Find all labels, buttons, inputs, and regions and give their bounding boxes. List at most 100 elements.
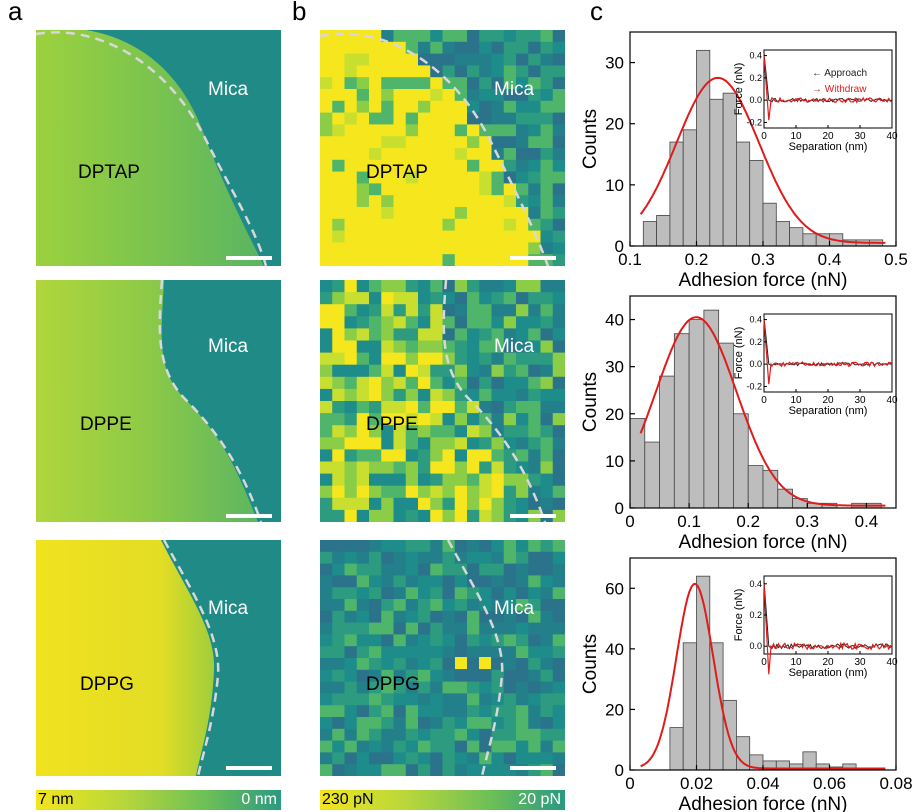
force-pixel — [454, 316, 468, 329]
force-pixel — [430, 376, 443, 390]
force-pixel — [552, 752, 565, 765]
force-pixel — [332, 551, 345, 565]
force-pixel — [516, 563, 529, 576]
x-tick-label: 0.2 — [685, 250, 709, 269]
force-pixel — [344, 658, 358, 671]
force-pixel — [332, 681, 345, 694]
force-pixel — [393, 254, 407, 266]
force-pixel — [381, 364, 394, 378]
force-pixel — [479, 148, 492, 161]
force-pixel — [516, 485, 529, 499]
force-pixel — [552, 540, 565, 553]
force-pixel — [405, 437, 419, 450]
force-pixel — [454, 136, 468, 149]
force-pixel — [344, 388, 358, 402]
force-pixel — [467, 53, 480, 66]
force-pixel — [393, 183, 407, 196]
force-pixel — [503, 401, 517, 414]
force-pixel — [503, 280, 517, 293]
force-pixel — [320, 124, 333, 137]
force-pixel — [528, 413, 541, 426]
force-pixel — [405, 388, 419, 402]
y-tick-label: 30 — [605, 358, 624, 377]
force-pixel — [405, 77, 419, 90]
force-pixel — [320, 195, 333, 208]
force-pixel — [381, 449, 394, 462]
force-pixel — [344, 328, 358, 341]
force-pixel — [418, 207, 431, 220]
force-pixel — [516, 304, 529, 317]
inset-frame — [763, 313, 893, 393]
force-pixel — [381, 30, 394, 43]
force-pixel — [418, 89, 431, 102]
force-pixel — [552, 681, 565, 694]
inset-frame — [763, 575, 893, 655]
force-pixel — [369, 89, 382, 102]
x-tick-label: 0.4 — [818, 250, 842, 269]
force-pixel — [320, 425, 333, 438]
inset-y-tick-label: 0.0 — [749, 95, 762, 105]
y-tick-label: 0 — [615, 237, 624, 256]
force-pixel — [454, 65, 468, 78]
inset-y-tick-label: 0.4 — [749, 315, 762, 325]
force-pixel — [356, 681, 370, 694]
scale-bar — [510, 256, 556, 260]
force-pixel — [491, 53, 505, 66]
panel-label-c: c — [590, 0, 603, 26]
force-pixel — [540, 540, 554, 553]
force-pixel — [381, 681, 394, 694]
force-pixel — [418, 646, 431, 659]
force-pixel — [344, 280, 358, 293]
inset-x-axis-label: Separation (nm) — [789, 141, 868, 153]
force-pixel — [418, 728, 431, 742]
force-pixel — [430, 195, 443, 208]
x-tick-label: 0.1 — [618, 250, 642, 269]
force-pixel — [369, 413, 382, 426]
force-pixel — [442, 634, 456, 647]
histogram-bar — [669, 727, 684, 771]
force-pixel — [344, 148, 358, 161]
force-pixel — [344, 497, 358, 511]
force-pixel — [467, 292, 480, 305]
inset-x-tick-label: 20 — [822, 395, 834, 406]
force-pixel — [516, 77, 529, 90]
force-pixel — [552, 425, 565, 438]
force-pixel — [381, 136, 394, 149]
force-pixel — [320, 705, 333, 718]
force-pixel — [430, 473, 443, 487]
force-pixel — [393, 207, 407, 220]
force-pixel — [369, 376, 382, 390]
force-pixel — [479, 657, 491, 669]
force-pixel — [491, 292, 505, 305]
scale-bar — [226, 766, 272, 770]
force-pixel — [393, 740, 407, 753]
force-pixel — [552, 218, 565, 232]
force-pixel — [381, 159, 394, 173]
force-pixel — [442, 413, 456, 426]
force-pixel — [418, 587, 431, 600]
force-pixel — [503, 77, 517, 90]
force-pixel — [405, 693, 419, 706]
force-pixel — [369, 148, 382, 161]
force-pixel — [528, 717, 541, 730]
force-pixel — [552, 764, 565, 776]
force-pixel — [320, 485, 333, 499]
force-pixel — [393, 485, 407, 499]
force-pixel — [540, 280, 554, 293]
force-pixel — [528, 622, 541, 635]
force-pixel — [442, 183, 456, 196]
force-pixel — [369, 171, 382, 184]
force-pixel — [418, 242, 431, 255]
force-pixel — [320, 280, 333, 293]
force-pixel — [418, 485, 431, 499]
force-pixel — [418, 304, 431, 317]
force-pixel — [344, 705, 358, 718]
force-pixel — [467, 509, 480, 522]
force-pixel — [393, 413, 407, 426]
force-pixel — [393, 316, 407, 329]
force-pixel — [320, 646, 333, 659]
force-pixel — [405, 705, 419, 718]
force-pixel — [393, 425, 407, 438]
force-pixel — [540, 292, 554, 305]
force-pixel — [381, 752, 394, 765]
